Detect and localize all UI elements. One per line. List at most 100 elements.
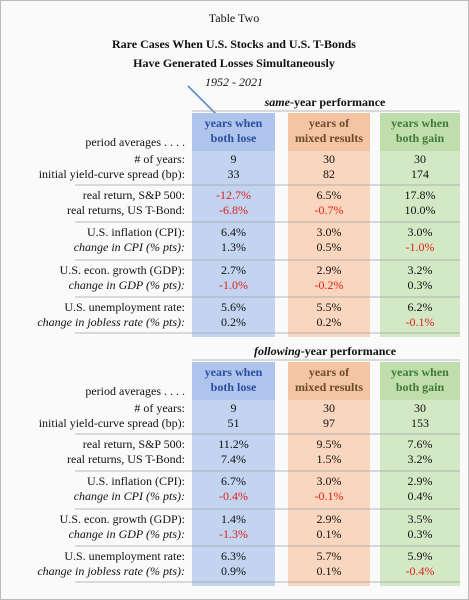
cell-value: 5.7% bbox=[317, 549, 342, 563]
row-label: real returns, US T-Bond: bbox=[67, 203, 185, 217]
cell-value: -0.2% bbox=[315, 278, 344, 292]
cell-value: 6.4% bbox=[221, 225, 246, 239]
cell-value: 2.7% bbox=[221, 263, 246, 277]
cell-value: -0.4% bbox=[406, 564, 435, 578]
cell-value: -1.0% bbox=[406, 240, 435, 254]
cell-value: 1.3% bbox=[221, 240, 246, 254]
cell-value: 82 bbox=[323, 167, 335, 181]
title: Have Generated Losses Simultaneously bbox=[133, 56, 335, 70]
section-heading: following-year performance bbox=[254, 344, 397, 358]
cell-value: 30 bbox=[414, 152, 426, 166]
cell-value: 30 bbox=[323, 401, 335, 415]
cell-value: 9.5% bbox=[317, 437, 342, 451]
row-label: change in GDP (% pts): bbox=[69, 527, 185, 541]
cell-value: 1.5% bbox=[317, 452, 342, 466]
cell-value: 174 bbox=[411, 167, 429, 181]
cell-value: -0.1% bbox=[315, 489, 344, 503]
cell-value: 0.2% bbox=[221, 315, 246, 329]
row-label: change in jobless rate (% pts): bbox=[37, 315, 185, 329]
row-label: # of years: bbox=[134, 152, 185, 166]
column-header: years of bbox=[309, 365, 350, 379]
row-label: real returns, US T-Bond: bbox=[67, 452, 185, 466]
heading-rest: -year performance bbox=[301, 344, 397, 358]
heading-emph: same bbox=[264, 95, 291, 109]
cell-value: 3.2% bbox=[408, 263, 433, 277]
cell-value: -6.8% bbox=[219, 203, 248, 217]
cell-value: 6.5% bbox=[317, 188, 342, 202]
cell-value: 51 bbox=[228, 416, 240, 430]
title: Rare Cases When U.S. Stocks and U.S. T-B… bbox=[112, 37, 356, 51]
cell-value: 0.3% bbox=[408, 527, 433, 541]
row-label: change in GDP (% pts): bbox=[69, 278, 185, 292]
row-label: U.S. unemployment rate: bbox=[64, 300, 185, 314]
column-header: years when bbox=[391, 365, 449, 379]
column-header-bg bbox=[380, 113, 460, 151]
cell-value: 17.8% bbox=[405, 188, 436, 202]
column-header: both lose bbox=[211, 131, 257, 145]
cell-value: -0.1% bbox=[406, 315, 435, 329]
cell-value: 5.6% bbox=[221, 300, 246, 314]
cell-value: 6.3% bbox=[221, 549, 246, 563]
cell-value: 3.5% bbox=[408, 512, 433, 526]
cell-value: 2.9% bbox=[317, 512, 342, 526]
cell-value: 9 bbox=[231, 152, 237, 166]
cell-value: 33 bbox=[228, 167, 240, 181]
cell-value: -12.7% bbox=[216, 188, 251, 202]
cell-value: 0.1% bbox=[317, 527, 342, 541]
row-label: U.S. inflation (CPI): bbox=[87, 474, 185, 488]
row-label: change in jobless rate (% pts): bbox=[37, 564, 185, 578]
column-header: both gain bbox=[396, 380, 445, 394]
cell-value: 6.2% bbox=[408, 300, 433, 314]
row-label: real return, S&P 500: bbox=[83, 437, 185, 451]
cell-value: 3.2% bbox=[408, 452, 433, 466]
cell-value: 7.4% bbox=[221, 452, 246, 466]
row-label: U.S. unemployment rate: bbox=[64, 549, 185, 563]
row-header: period averages . . . . bbox=[85, 384, 185, 398]
row-label: change in CPI (% pts): bbox=[74, 489, 185, 503]
row-header: period averages . . . . bbox=[85, 135, 185, 149]
table-label: Table Two bbox=[209, 11, 259, 25]
column-header: mixed results bbox=[295, 380, 363, 394]
row-label: U.S. econ. growth (GDP): bbox=[60, 512, 185, 526]
column-header-bg bbox=[288, 113, 370, 151]
cell-value: 2.9% bbox=[317, 263, 342, 277]
cell-value: 0.9% bbox=[221, 564, 246, 578]
cell-value: 6.7% bbox=[221, 474, 246, 488]
column-header: both gain bbox=[396, 131, 445, 145]
cell-value: 0.4% bbox=[408, 489, 433, 503]
heading-rest: -year performance bbox=[290, 95, 386, 109]
cell-value: 11.2% bbox=[218, 437, 249, 451]
cell-value: -1.3% bbox=[219, 527, 248, 541]
cell-value: 9 bbox=[231, 401, 237, 415]
cell-value: 0.5% bbox=[317, 240, 342, 254]
column-header: mixed results bbox=[295, 131, 363, 145]
cell-value: 0.2% bbox=[317, 315, 342, 329]
column-header: years when bbox=[205, 365, 263, 379]
cell-value: 153 bbox=[411, 416, 429, 430]
row-label: change in CPI (% pts): bbox=[74, 240, 185, 254]
column-header-bg bbox=[380, 362, 460, 400]
cell-value: 7.6% bbox=[408, 437, 433, 451]
row-label: # of years: bbox=[134, 401, 185, 415]
column-header-bg bbox=[288, 362, 370, 400]
cell-value: 3.0% bbox=[317, 225, 342, 239]
column-header: years of bbox=[309, 116, 350, 130]
column-header-bg bbox=[192, 362, 275, 400]
cell-value: 2.9% bbox=[408, 474, 433, 488]
row-label: initial yield-curve spread (bp): bbox=[39, 416, 185, 430]
cell-value: -0.7% bbox=[315, 203, 344, 217]
row-label: U.S. econ. growth (GDP): bbox=[60, 263, 185, 277]
cell-value: 1.4% bbox=[221, 512, 246, 526]
section-heading: same-year performance bbox=[264, 95, 386, 109]
cell-value: 10.0% bbox=[405, 203, 436, 217]
column-header: years when bbox=[205, 116, 263, 130]
row-label: initial yield-curve spread (bp): bbox=[39, 167, 185, 181]
row-label: real return, S&P 500: bbox=[83, 188, 185, 202]
cell-value: 3.0% bbox=[317, 474, 342, 488]
column-header: years when bbox=[391, 116, 449, 130]
cell-value: 5.5% bbox=[317, 300, 342, 314]
cell-value: 0.3% bbox=[408, 278, 433, 292]
cell-value: 30 bbox=[414, 401, 426, 415]
